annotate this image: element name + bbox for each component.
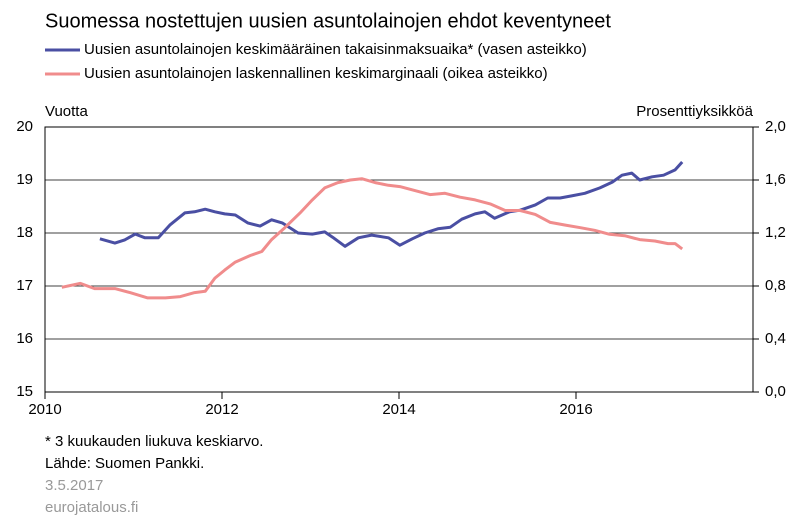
x-tick-label: 2016 xyxy=(559,401,592,418)
y2-tick-label: 0,4 xyxy=(765,330,786,347)
y-axis-label: Vuotta xyxy=(45,103,88,120)
y2-tick-label: 0,8 xyxy=(765,277,786,294)
legend-label: Uusien asuntolainojen keskimääräinen tak… xyxy=(84,41,587,58)
y2-tick-label: 0,0 xyxy=(765,383,786,400)
date: 3.5.2017 xyxy=(45,477,103,494)
y2-tick-label: 1,2 xyxy=(765,224,786,241)
source-site: eurojatalous.fi xyxy=(45,499,138,516)
legend-label: Uusien asuntolainojen laskennallinen kes… xyxy=(84,65,548,82)
x-tick-label: 2010 xyxy=(28,401,61,418)
y-tick-label: 20 xyxy=(16,118,33,135)
series-line xyxy=(99,160,684,248)
note: * 3 kuukauden liukuva keskiarvo. xyxy=(45,433,263,450)
y-tick-label: 15 xyxy=(16,383,33,400)
y2-axis-label: Prosenttiyksikköä xyxy=(636,103,753,120)
y-tick-label: 19 xyxy=(16,171,33,188)
x-tick-label: 2014 xyxy=(382,401,415,418)
chart-title: Suomessa nostettujen uusien asuntolainoj… xyxy=(45,10,611,32)
y-tick-label: 17 xyxy=(16,277,33,294)
plot-frame xyxy=(44,126,754,393)
y-tick-label: 18 xyxy=(16,224,33,241)
y2-tick-label: 2,0 xyxy=(765,118,786,135)
series-line xyxy=(61,177,684,300)
y-tick-label: 16 xyxy=(16,330,33,347)
note: Lähde: Suomen Pankki. xyxy=(45,455,204,472)
y2-tick-label: 1,6 xyxy=(765,171,786,188)
x-tick-label: 2012 xyxy=(205,401,238,418)
